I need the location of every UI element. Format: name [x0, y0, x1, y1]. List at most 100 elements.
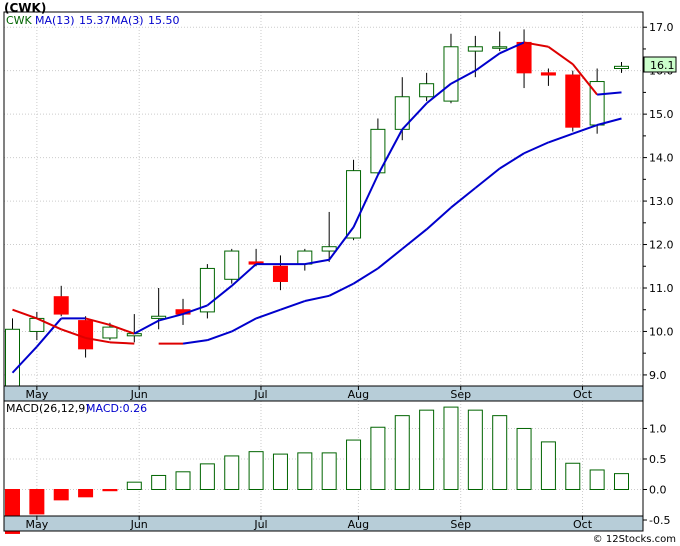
ma13-segment	[450, 187, 476, 209]
macd-bar-positive	[492, 415, 508, 490]
macd-y-tick-label: -0.5	[649, 514, 670, 527]
macd-y-tick-label: 1.0	[649, 422, 667, 435]
legend-macd-value: MACD:0.26	[86, 402, 147, 415]
macd-bar-positive	[346, 439, 362, 490]
ma13-leadin-segment	[109, 341, 135, 345]
x-tick-label: Jul	[253, 518, 267, 531]
ma3-segment	[133, 319, 160, 335]
ma13-segment	[572, 124, 598, 135]
macd-bar-positive	[540, 441, 556, 490]
ma3-segment	[571, 63, 598, 96]
candle-down	[540, 72, 556, 76]
price-marks	[5, 29, 629, 395]
x-tick-label: Sep	[450, 388, 471, 401]
ma3-segment	[304, 258, 330, 266]
macd-bar-negative	[29, 488, 45, 515]
ma3-segment	[377, 128, 404, 176]
price-grid	[4, 12, 643, 401]
ma3-segment	[352, 174, 379, 228]
ma13-segment	[596, 117, 622, 126]
macd-bar-positive	[248, 451, 264, 490]
macd-grid	[4, 401, 643, 531]
candle-down	[78, 320, 94, 350]
ma13-segment	[207, 330, 233, 342]
ma13-segment	[353, 267, 379, 285]
candle-up	[199, 267, 215, 313]
candle-up	[370, 128, 386, 174]
ma13-leadin-segment	[60, 328, 86, 339]
x-tick-label: Jun	[130, 388, 148, 401]
ma13-segment	[377, 248, 403, 270]
ma13-segment	[280, 300, 306, 311]
macd-bar-positive	[419, 409, 435, 490]
candle-up	[321, 246, 337, 252]
macd-bar-positive	[272, 453, 288, 490]
candle-up	[467, 46, 483, 52]
ma3-segment	[11, 345, 38, 374]
candle-up	[419, 83, 435, 98]
candle-up	[614, 65, 629, 70]
last-price-label: 16.1	[650, 59, 675, 72]
price-x-axis-band	[3, 385, 644, 402]
candle-down	[272, 265, 288, 282]
price-y-tick-label: 10.0	[649, 325, 674, 338]
x-tick-label: Jun	[130, 518, 148, 531]
ma3-segment	[523, 41, 549, 48]
x-tick-label: May	[25, 518, 48, 531]
legend-ma3-value: 15.50	[148, 14, 180, 27]
ma3-segment	[474, 52, 501, 72]
ma13-segment	[499, 152, 525, 170]
ma3-segment	[597, 91, 622, 96]
macd-bar-positive	[151, 474, 167, 490]
macd-y-tick-label: 0.5	[649, 453, 667, 466]
copyright-footer: © 12Stocks.com	[592, 534, 676, 545]
axes: 9.010.011.012.013.014.015.016.017.01.00.…	[3, 11, 674, 532]
x-tick-label: Aug	[348, 388, 369, 401]
macd-bar-positive	[224, 455, 240, 490]
ma3-segment	[85, 317, 111, 326]
ma3-segment	[36, 317, 62, 348]
macd-bar-positive	[394, 415, 410, 490]
x-tick-label: Aug	[348, 518, 369, 531]
ma13-segment	[523, 141, 549, 155]
candle-up	[297, 250, 313, 265]
price-y-tick-label: 17.0	[649, 21, 674, 34]
ma13-segment	[474, 167, 501, 189]
ma3-segment	[547, 45, 574, 65]
x-tick-label: Jul	[253, 388, 267, 401]
candle-down	[565, 74, 581, 128]
ma13-segment	[425, 206, 452, 231]
price-y-tick-label: 11.0	[649, 282, 674, 295]
candle-up	[492, 46, 508, 49]
ma3-segment	[158, 313, 184, 322]
legend-ma3: MA(3)	[111, 14, 144, 27]
macd-y-tick-label: 0.0	[649, 483, 667, 496]
macd-bar-positive	[565, 462, 581, 490]
macd-bar-positive	[589, 469, 605, 490]
legend-ma13: MA(13)	[35, 14, 75, 27]
ma3-segment	[231, 263, 257, 287]
price-y-tick-label: 9.0	[649, 369, 667, 382]
ma3-segment	[182, 304, 208, 316]
x-tick-label: May	[25, 388, 48, 401]
candle-up	[151, 315, 167, 319]
candle-down	[53, 296, 69, 315]
ma13-leadin-segment	[36, 317, 62, 331]
x-tick-label: Oct	[573, 388, 593, 401]
ma3-segment	[401, 102, 428, 131]
ma13-segment	[255, 308, 281, 320]
last-price-marker: 16.1	[643, 56, 677, 73]
last-price-box	[643, 56, 677, 73]
candle-up	[5, 328, 20, 389]
legend-ma13-value: 15.37	[79, 14, 111, 27]
legend-macd-params: MACD(26,12,9)	[6, 402, 90, 415]
ma13-segment	[328, 282, 354, 297]
ma3-segment	[328, 226, 355, 261]
price-y-tick-label: 15.0	[649, 108, 674, 121]
ma13-leadin-segment	[85, 336, 111, 344]
price-y-tick-label: 14.0	[649, 152, 674, 165]
macd-bar-positive	[467, 409, 483, 490]
x-tick-label: Oct	[573, 518, 593, 531]
candle-down	[516, 41, 532, 74]
